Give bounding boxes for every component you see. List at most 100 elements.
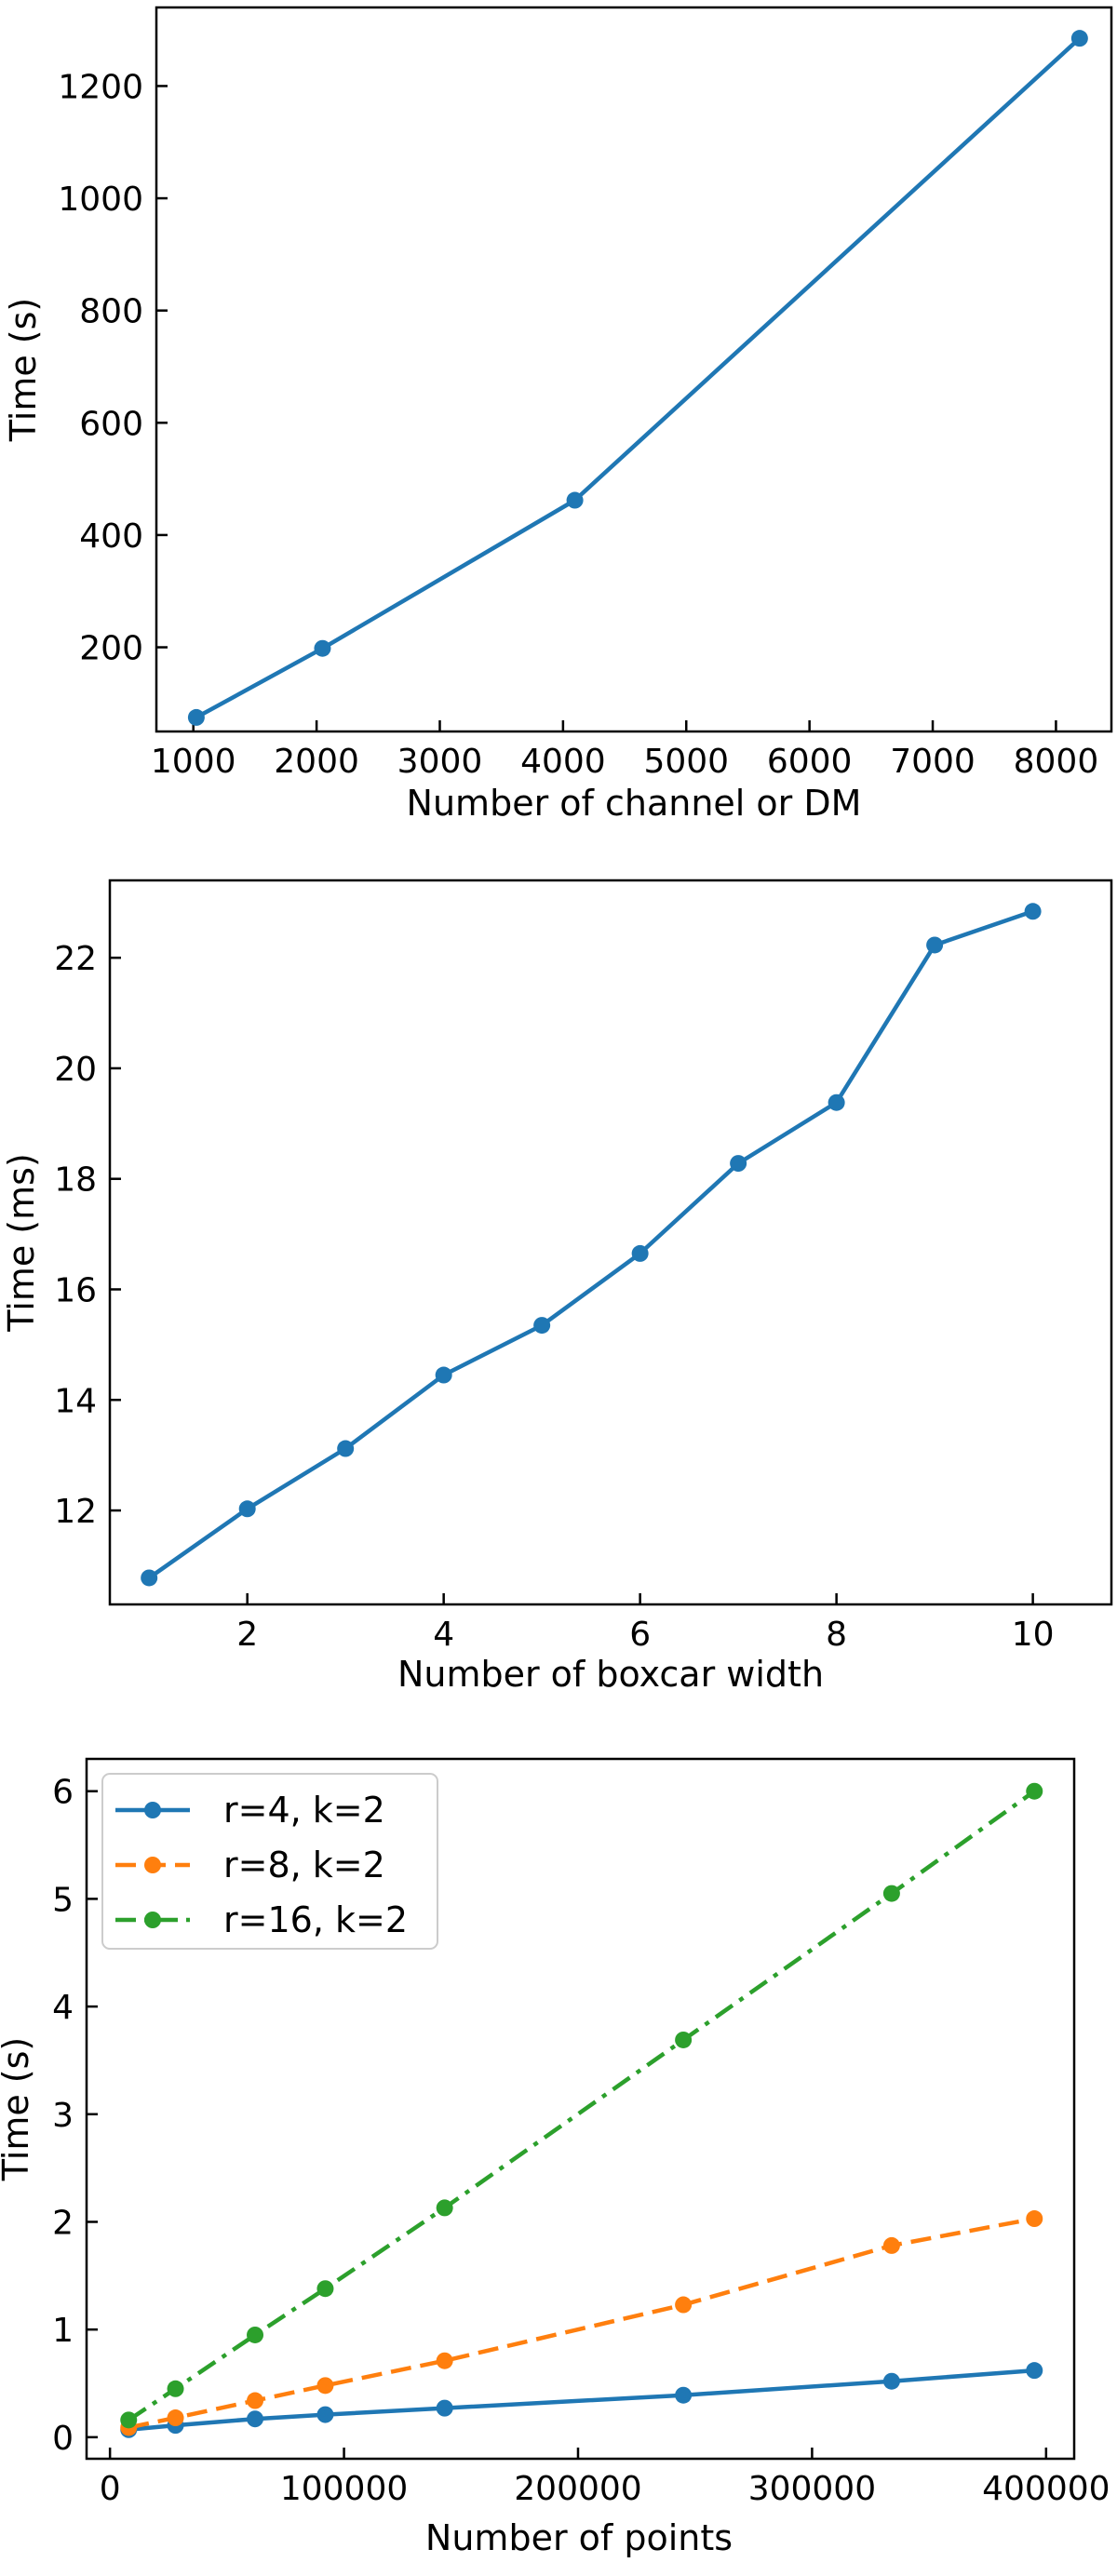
x-tick-label-2-2: 6 bbox=[629, 1616, 651, 1654]
data-point-2-0-1 bbox=[238, 1500, 256, 1518]
y-axis-label-3: Time (s) bbox=[0, 2037, 36, 2182]
y-tick-label-2-1: 14 bbox=[54, 1382, 97, 1420]
plot-frame-2 bbox=[108, 879, 1113, 1606]
y-tick-label-1-3: 800 bbox=[79, 293, 143, 331]
legend-label-1: r=8, k=2 bbox=[223, 1845, 385, 1885]
y-tick-label-2-3: 18 bbox=[54, 1161, 97, 1200]
y-axis-label-1: Time (s) bbox=[3, 298, 44, 443]
x-tick-label-3-3: 300000 bbox=[748, 2470, 876, 2508]
y-ticks-2: 12 14 16 18 20 22 bbox=[54, 940, 121, 1531]
y-tick-label-1-4: 1000 bbox=[58, 181, 143, 219]
chart-panel-3: 0 100000 200000 300000 400000 0 1 2 3 4 5 6 Number… bbox=[0, 1757, 1110, 2558]
chart-panel-2: 2 4 6 8 10 12 14 16 18 20 22 Number of boxcar wid… bbox=[1, 879, 1113, 1695]
x-tick-label-1-6: 7000 bbox=[890, 743, 976, 781]
series-line-3-2 bbox=[128, 1789, 1036, 2422]
y-tick-label-3-3: 3 bbox=[52, 2097, 74, 2135]
data-point-2-0-8 bbox=[926, 936, 944, 954]
y-tick-label-3-4: 4 bbox=[52, 1989, 74, 2027]
data-point-3-0-5 bbox=[675, 2386, 693, 2404]
data-point-1-0-2 bbox=[566, 491, 584, 509]
series-group-3 bbox=[120, 1782, 1043, 2438]
y-axis-label-2: Time (ms) bbox=[1, 1153, 42, 1333]
y-tick-label-3-2: 2 bbox=[52, 2204, 74, 2242]
y-ticks-3: 0 1 2 3 4 5 6 bbox=[52, 1774, 98, 2458]
data-point-2-0-6 bbox=[730, 1155, 747, 1173]
x-ticks-3: 0 100000 200000 300000 400000 bbox=[100, 2448, 1110, 2508]
data-point-3-2-6 bbox=[882, 1885, 900, 1902]
x-tick-label-1-7: 8000 bbox=[1014, 743, 1099, 781]
x-tick-label-3-2: 200000 bbox=[514, 2470, 641, 2508]
data-point-2-0-5 bbox=[631, 1244, 649, 1262]
x-tick-label-2-4: 10 bbox=[1012, 1616, 1055, 1654]
data-point-3-0-4 bbox=[436, 2399, 453, 2417]
data-point-3-2-5 bbox=[675, 2031, 693, 2048]
y-tick-label-3-6: 6 bbox=[52, 1774, 74, 1812]
legend-marker-1 bbox=[144, 1857, 161, 1873]
x-tick-label-2-1: 4 bbox=[433, 1616, 454, 1654]
y-tick-label-3-1: 1 bbox=[52, 2312, 74, 2350]
y-tick-label-3-0: 0 bbox=[52, 2420, 74, 2458]
data-point-2-0-2 bbox=[337, 1440, 355, 1457]
plot-frame-1 bbox=[155, 6, 1113, 733]
chart-panel-1: 1000 2000 3000 4000 5000 6000 7000 8000 200 400 6… bbox=[3, 6, 1113, 824]
data-point-2-0-9 bbox=[1024, 903, 1042, 920]
y-tick-label-1-1: 400 bbox=[79, 517, 143, 556]
data-point-3-2-0 bbox=[120, 2411, 138, 2429]
data-point-3-0-3 bbox=[316, 2406, 334, 2423]
data-point-2-0-4 bbox=[533, 1317, 551, 1335]
data-point-2-0-0 bbox=[141, 1569, 158, 1587]
x-tick-label-2-0: 2 bbox=[236, 1616, 258, 1654]
data-point-3-2-4 bbox=[436, 2199, 453, 2217]
series-line-3-0 bbox=[128, 2368, 1035, 2433]
data-point-3-1-5 bbox=[675, 2296, 693, 2314]
y-tick-label-1-5: 1200 bbox=[58, 68, 143, 106]
data-point-1-0-1 bbox=[314, 639, 331, 657]
x-tick-label-3-1: 100000 bbox=[280, 2470, 408, 2508]
x-tick-label-1-4: 5000 bbox=[643, 743, 729, 781]
data-point-3-1-4 bbox=[436, 2352, 453, 2369]
series-group-2 bbox=[141, 903, 1042, 1587]
legend-label-0: r=4, k=2 bbox=[223, 1790, 385, 1831]
y-ticks-1: 200 400 600 800 1000 1200 bbox=[58, 68, 168, 668]
x-tick-label-1-1: 2000 bbox=[274, 743, 359, 781]
data-point-2-0-3 bbox=[435, 1366, 452, 1384]
x-axis-label-1: Number of channel or DM bbox=[407, 783, 862, 824]
y-tick-label-2-2: 16 bbox=[54, 1271, 97, 1309]
legend-box bbox=[101, 1773, 438, 1950]
x-tick-label-1-2: 3000 bbox=[397, 743, 483, 781]
legend-label-2: r=16, k=2 bbox=[223, 1899, 408, 1940]
x-tick-label-1-0: 1000 bbox=[151, 743, 236, 781]
y-tick-label-1-0: 200 bbox=[79, 630, 143, 668]
y-tick-label-3-5: 5 bbox=[52, 1881, 74, 1919]
y-tick-label-2-0: 12 bbox=[54, 1493, 97, 1531]
data-point-2-0-7 bbox=[828, 1093, 845, 1111]
plot-frame-3 bbox=[85, 1757, 1076, 2461]
data-point-3-2-7 bbox=[1026, 1782, 1043, 1800]
series-line-2-0 bbox=[147, 909, 1034, 1580]
data-point-3-1-1 bbox=[167, 2409, 184, 2427]
data-point-1-0-3 bbox=[1070, 30, 1088, 47]
x-axis-label-3: Number of points bbox=[425, 2517, 733, 2558]
y-tick-label-2-4: 20 bbox=[54, 1051, 97, 1089]
x-tick-label-1-3: 4000 bbox=[520, 743, 606, 781]
data-point-3-1-2 bbox=[247, 2392, 264, 2409]
data-point-3-2-3 bbox=[316, 2280, 334, 2298]
data-point-3-1-7 bbox=[1026, 2210, 1043, 2228]
x-tick-label-1-5: 6000 bbox=[767, 743, 853, 781]
data-point-3-0-6 bbox=[882, 2372, 900, 2390]
x-ticks-2: 2 4 6 8 10 bbox=[236, 1593, 1055, 1654]
x-ticks-1: 1000 2000 3000 4000 5000 6000 7000 8000 bbox=[151, 720, 1098, 781]
legend-marker-0 bbox=[144, 1802, 161, 1818]
legend: r=4, k=2 r=8, k=2 r=16, k=2 bbox=[101, 1773, 438, 1950]
legend-marker-2 bbox=[144, 1912, 161, 1928]
data-point-1-0-0 bbox=[187, 708, 205, 726]
data-point-3-0-2 bbox=[247, 2410, 264, 2428]
legend-entries: r=4, k=2 r=8, k=2 r=16, k=2 bbox=[115, 1790, 408, 1940]
data-point-3-2-2 bbox=[247, 2326, 264, 2343]
x-tick-label-3-0: 0 bbox=[100, 2470, 121, 2508]
data-point-3-0-7 bbox=[1026, 2362, 1043, 2380]
x-tick-label-2-3: 8 bbox=[826, 1616, 847, 1654]
data-point-3-2-1 bbox=[167, 2380, 184, 2397]
x-axis-label-2: Number of boxcar width bbox=[397, 1654, 824, 1695]
